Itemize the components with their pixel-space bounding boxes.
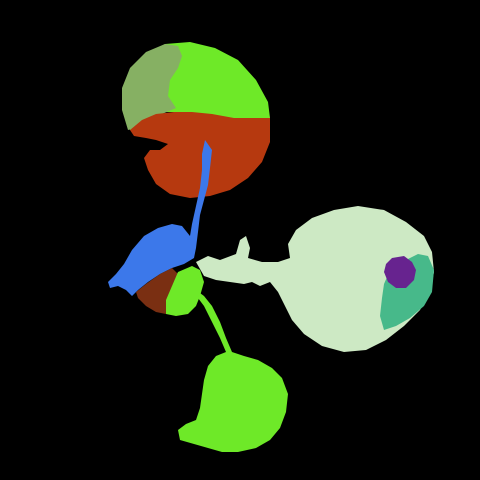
- segment-stem-blue: [108, 140, 212, 296]
- segment-right-leaf-purple: [384, 256, 416, 288]
- segment-bottom-leaf-green: [178, 290, 288, 452]
- segment-top-leaf-olive: [122, 44, 182, 130]
- segment-center-green: [166, 266, 204, 316]
- segment-right-leaf-pale: [196, 206, 434, 352]
- segment-top-leaf-rust: [130, 112, 270, 198]
